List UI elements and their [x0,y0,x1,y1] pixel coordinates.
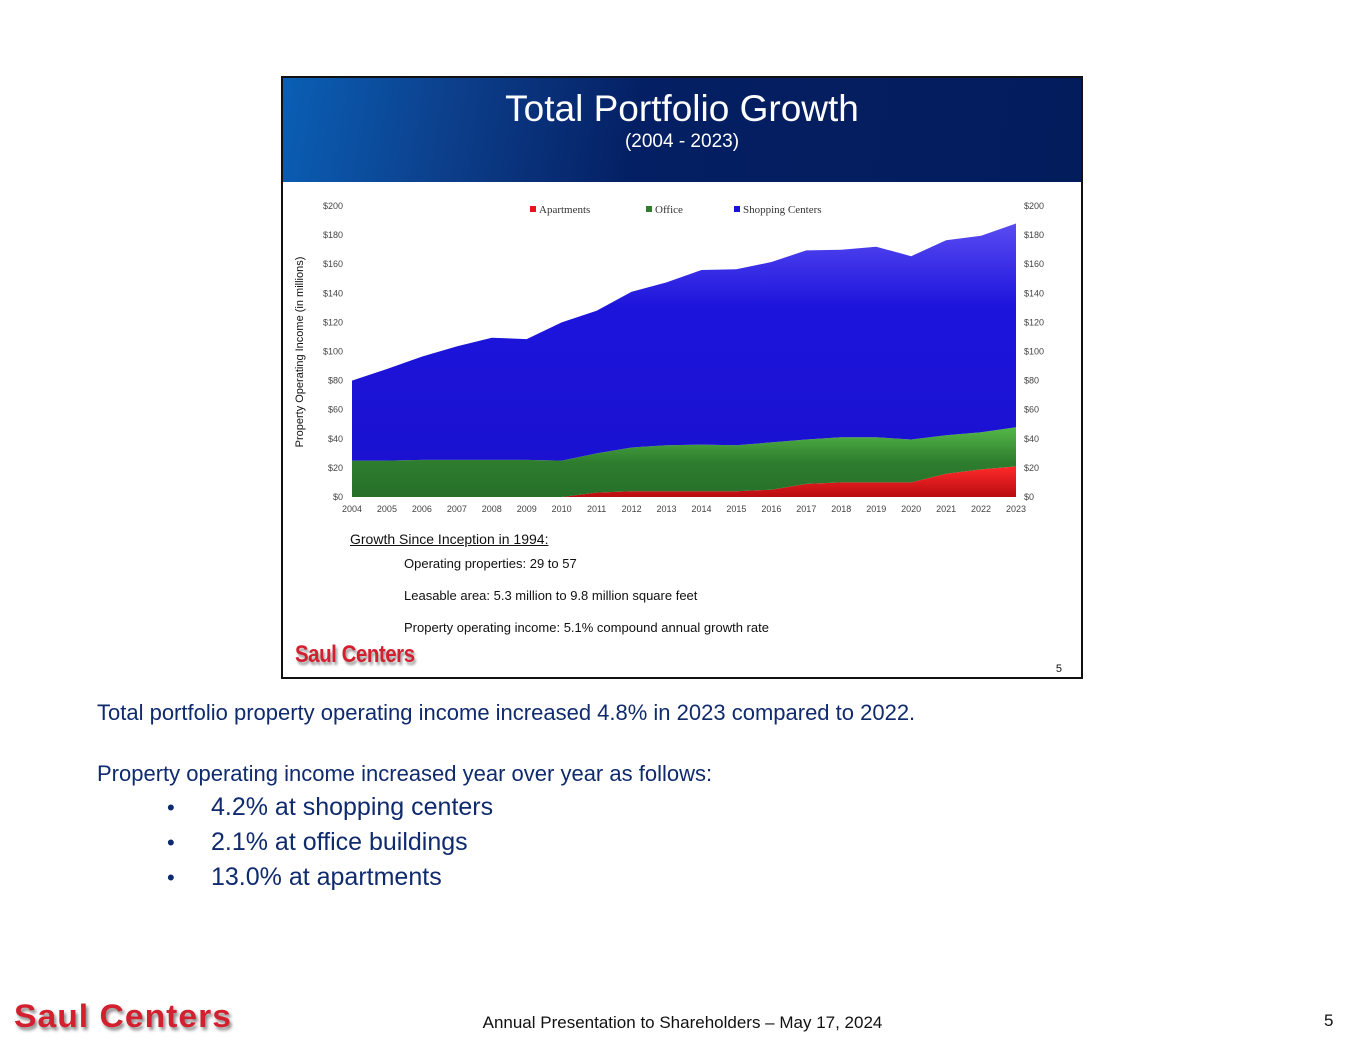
y-tick-left: $160 [323,259,343,269]
bullet-dot: • [167,794,175,820]
growth-line-properties: Operating properties: 29 to 57 [404,556,577,571]
growth-bullet-list: • 4.2% at shopping centers • 2.1% at offic… [167,790,493,895]
y-tick-left: $120 [323,317,343,327]
x-tick-label: 2020 [901,504,921,514]
x-tick-label: 2013 [657,504,677,514]
x-tick-label: 2015 [726,504,746,514]
y-tick-right: $100 [1024,347,1044,357]
chart-slide: Total Portfolio Growth (2004 - 2023) $0 $… [281,76,1083,679]
slide-header: Total Portfolio Growth (2004 - 2023) [283,78,1081,182]
x-tick-label: 2018 [831,504,851,514]
y-tick-right: $200 [1024,201,1044,211]
bullet-apartments: • 13.0% at apartments [167,860,493,895]
y-tick-left: $20 [328,463,343,473]
bullet-shopping-centers: • 4.2% at shopping centers [167,790,493,825]
footer-text: Annual Presentation to Shareholders – Ma… [482,1013,883,1032]
y-tick-left: $200 [323,201,343,211]
x-tick-label: 2017 [796,504,816,514]
y-tick-left: $60 [328,405,343,415]
legend-swatch-apartments [530,206,536,212]
chart-title: Total Portfolio Growth [505,88,859,129]
legend-label-office: Office [655,204,683,216]
y-tick-left: $40 [328,434,343,444]
x-tick-label: 2011 [587,504,606,514]
growth-line-income: Property operating income: 5.1% compound… [404,620,769,635]
bullet-text: 13.0% at apartments [211,863,442,891]
y-tick-right: $180 [1024,230,1044,240]
y-tick-left: $0 [333,492,343,502]
legend-label-shopping-centers: Shopping Centers [743,204,822,216]
x-tick-label: 2023 [1006,504,1026,514]
y-tick-right: $140 [1024,288,1044,298]
y-tick-left: $100 [323,347,343,357]
x-tick-label: 2021 [936,504,956,514]
legend-label-apartments: Apartments [539,204,590,216]
y-tick-right: $60 [1024,405,1039,415]
legend-swatch-shopping-centers [734,206,740,212]
series-area-shopping-centers [352,223,1016,461]
legend-swatch-office [646,206,652,212]
x-tick-label: 2014 [691,504,711,514]
growth-heading: Growth Since Inception in 1994: [350,531,549,547]
x-tick-label: 2006 [412,504,432,514]
x-tick-label: 2008 [482,504,502,514]
y-tick-right: $0 [1024,492,1034,502]
bullet-dot: • [167,829,175,855]
bullet-dot: • [167,864,175,890]
portfolio-area-chart: $0 $0 $20 $20 $40 $40 $60 $60 $80 $80 $100 $100 $120… [294,201,1044,514]
y-tick-left: $140 [323,288,343,298]
x-tick-label: 2012 [622,504,642,514]
x-tick-label: 2016 [761,504,781,514]
slide-page-number: 5 [1055,663,1062,675]
y-axis-label: Property Operating Income (in millions) [294,257,306,448]
x-tick-label: 2004 [342,504,362,514]
growth-line-area: Leasable area: 5.3 million to 9.8 millio… [404,588,698,603]
bullet-text: 2.1% at office buildings [211,828,468,856]
y-tick-right: $40 [1024,434,1039,444]
x-tick-label: 2010 [552,504,572,514]
series-area-office [352,427,1016,497]
y-tick-right: $120 [1024,317,1044,327]
bullet-office: • 2.1% at office buildings [167,825,493,860]
x-tick-label: 2022 [971,504,991,514]
y-tick-right: $20 [1024,463,1039,473]
x-tick-label: 2005 [377,504,397,514]
x-tick-label: 2007 [447,504,467,514]
intro-text: Property operating income increased year… [97,761,713,786]
chart-subtitle: (2004 - 2023) [624,131,740,152]
footer-page-number: 5 [1324,1011,1334,1030]
y-tick-right: $160 [1024,259,1044,269]
y-tick-left: $80 [328,376,343,386]
series-area-apartments [352,466,1016,497]
y-tick-right: $80 [1024,376,1039,386]
bullet-text: 4.2% at shopping centers [211,793,494,821]
summary-text: Total portfolio property operating incom… [97,700,916,725]
slide-logo: Saul Centers [295,641,415,668]
y-tick-left: $180 [323,230,343,240]
footer-logo: Saul Centers [14,998,233,1034]
x-tick-label: 2019 [866,504,886,514]
x-tick-label: 2009 [517,504,537,514]
